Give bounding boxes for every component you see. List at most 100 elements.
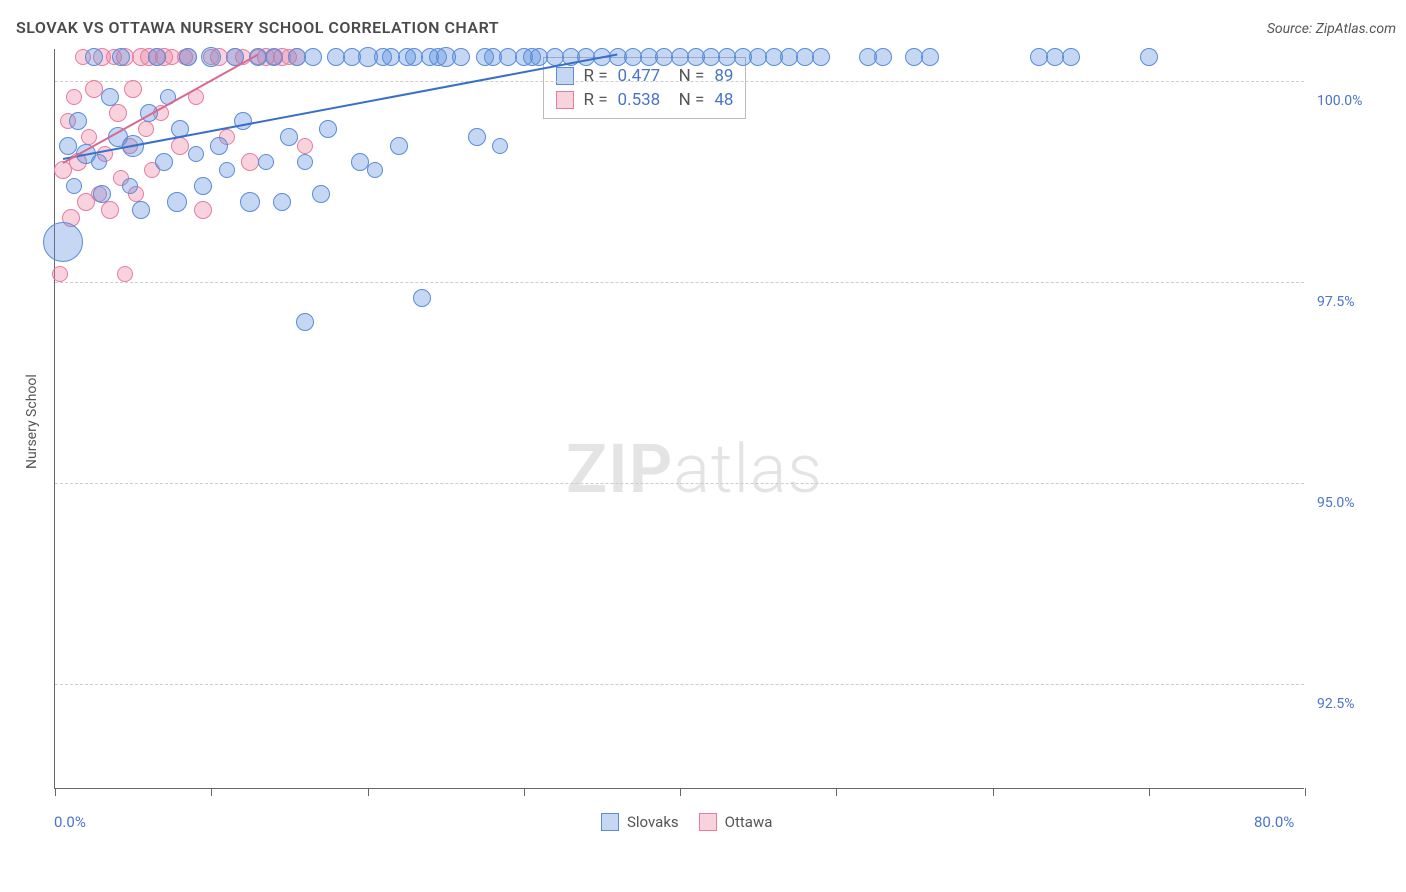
scatter-point-slovaks [101, 88, 119, 106]
scatter-point-slovaks [240, 192, 260, 212]
scatter-point-slovaks [812, 48, 830, 66]
x-tick [993, 788, 994, 796]
y-tick-label: 100.0% [1317, 93, 1362, 109]
scatter-point-slovaks [351, 153, 369, 171]
scatter-point-ottawa [117, 266, 133, 282]
legend-swatch-slovaks-icon [601, 813, 619, 831]
scatter-point-slovaks [234, 112, 252, 130]
scatter-point-slovaks [319, 120, 337, 138]
scatter-point-slovaks [188, 146, 204, 162]
scatter-point-slovaks [273, 193, 291, 211]
scatter-point-slovaks [280, 128, 298, 146]
gridline [55, 483, 1304, 484]
scatter-point-slovaks [413, 289, 431, 307]
r-label: R = [584, 66, 608, 86]
gridline [55, 282, 1304, 283]
scatter-point-slovaks [1062, 48, 1080, 66]
x-min-label: 0.0% [54, 813, 86, 831]
swatch-ottawa-icon [556, 91, 574, 109]
scatter-point-ottawa [297, 138, 313, 154]
scatter-point-ottawa [52, 266, 68, 282]
scatter-point-ottawa [101, 201, 119, 219]
x-tick [1149, 788, 1150, 796]
correlation-box: R = 0.477 N = 89 R = 0.538 N = 48 [543, 57, 747, 119]
watermark-light: atlas [673, 429, 823, 509]
scatter-point-slovaks [155, 153, 173, 171]
y-tick-label: 95.0% [1317, 495, 1355, 511]
corr-row-ottawa: R = 0.538 N = 48 [556, 88, 734, 112]
scatter-point-slovaks [1140, 48, 1158, 66]
n-value-ottawa: 48 [714, 90, 733, 110]
scatter-point-slovaks [194, 177, 212, 195]
scatter-point-slovaks [874, 48, 892, 66]
legend-item-slovaks: Slovaks [601, 813, 679, 831]
scatter-point-slovaks [112, 48, 130, 66]
trend-line-ottawa [62, 53, 258, 163]
gridline [55, 684, 1304, 685]
scatter-point-slovaks [148, 48, 166, 66]
x-max-label: 80.0% [1254, 813, 1294, 831]
scatter-point-ottawa [66, 89, 82, 105]
scatter-point-slovaks [265, 48, 283, 66]
scatter-point-slovaks [85, 48, 103, 66]
r-label: R = [584, 90, 608, 110]
scatter-point-slovaks [132, 201, 150, 219]
chart-title: SLOVAK VS OTTAWA NURSERY SCHOOL CORRELAT… [16, 18, 499, 37]
r-value-slovaks: 0.477 [618, 66, 661, 86]
y-axis-title: Nursery School [24, 374, 40, 469]
scatter-point-ottawa [138, 121, 154, 137]
legend-item-ottawa: Ottawa [699, 813, 773, 831]
scatter-point-slovaks [91, 154, 107, 170]
x-tick [55, 788, 56, 796]
x-tick [1305, 788, 1306, 796]
scatter-point-slovaks [304, 48, 322, 66]
scatter-point-slovaks [69, 112, 87, 130]
scatter-point-ottawa [194, 201, 212, 219]
watermark: ZIPatlas [566, 429, 823, 509]
scatter-point-slovaks [452, 48, 470, 66]
y-tick-label: 97.5% [1317, 294, 1355, 310]
n-value-slovaks: 89 [714, 66, 733, 86]
scatter-point-slovaks [468, 128, 486, 146]
legend-label-ottawa: Ottawa [725, 813, 773, 831]
scatter-point-slovaks [167, 192, 187, 212]
n-label: N = [670, 90, 704, 110]
r-value-ottawa: 0.538 [618, 90, 661, 110]
scatter-point-slovaks [43, 222, 83, 262]
scatter-point-ottawa [241, 153, 259, 171]
scatter-point-ottawa [124, 80, 142, 98]
scatter-point-slovaks [122, 178, 138, 194]
scatter-point-slovaks [921, 48, 939, 66]
scatter-point-slovaks [258, 154, 274, 170]
legend-swatch-ottawa-icon [699, 813, 717, 831]
scatter-point-slovaks [59, 137, 77, 155]
gridline [55, 81, 1304, 82]
y-tick-label: 92.5% [1317, 696, 1355, 712]
scatter-point-slovaks [492, 138, 508, 154]
scatter-point-slovaks [210, 137, 228, 155]
scatter-point-slovaks [219, 162, 235, 178]
plot-area: ZIPatlas R = 0.477 N = 89 R = 0.538 N = … [54, 49, 1304, 789]
legend-label-slovaks: Slovaks [627, 813, 679, 831]
corr-row-slovaks: R = 0.477 N = 89 [556, 64, 734, 88]
x-tick [836, 788, 837, 796]
scatter-point-slovaks [179, 48, 197, 66]
scatter-point-slovaks [297, 154, 313, 170]
scatter-point-slovaks [296, 313, 314, 331]
scatter-point-slovaks [93, 185, 111, 203]
scatter-point-slovaks [367, 162, 383, 178]
source-label: Source: ZipAtlas.com [1267, 21, 1396, 37]
watermark-bold: ZIP [566, 429, 673, 509]
scatter-point-ottawa [171, 137, 189, 155]
bottom-legend: Slovaks Ottawa [601, 813, 772, 831]
scatter-point-slovaks [390, 137, 408, 155]
x-tick [368, 788, 369, 796]
scatter-point-slovaks [66, 178, 82, 194]
swatch-slovaks-icon [556, 67, 574, 85]
scatter-point-slovaks [312, 185, 330, 203]
n-label: N = [670, 66, 704, 86]
x-tick [524, 788, 525, 796]
scatter-point-slovaks [201, 47, 221, 67]
scatter-point-ottawa [109, 104, 127, 122]
x-tick [680, 788, 681, 796]
